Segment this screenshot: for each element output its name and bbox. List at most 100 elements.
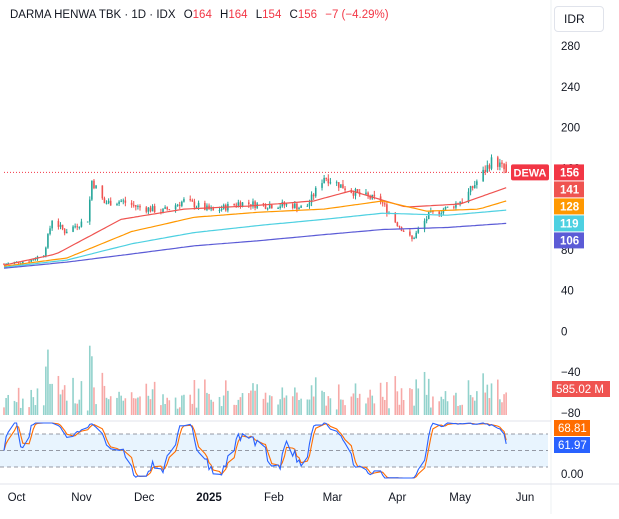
candle-body — [386, 204, 388, 214]
volume-bar — [76, 403, 79, 415]
volume-bar — [235, 404, 238, 415]
candle-body — [86, 221, 89, 223]
volume-bar — [369, 389, 371, 415]
volume-bar — [501, 402, 503, 415]
candle-body — [340, 184, 342, 188]
candle — [471, 185, 474, 191]
candle — [252, 198, 254, 209]
volume-bar — [17, 387, 20, 415]
candle-body — [308, 202, 311, 206]
candle — [93, 179, 95, 190]
candle — [415, 230, 417, 239]
candle-body — [74, 226, 76, 228]
volume-bar — [396, 391, 399, 415]
volume-bar — [335, 409, 338, 415]
volume-bar — [239, 397, 242, 415]
candle — [139, 204, 141, 211]
candle — [503, 162, 505, 174]
ma-line — [3, 209, 507, 268]
volume-bar — [204, 379, 206, 415]
volume-bar — [432, 396, 434, 415]
volume-bar — [59, 394, 62, 415]
volume-bar — [384, 400, 386, 415]
candle-body — [325, 177, 328, 179]
candle — [329, 177, 332, 185]
price-change: −7 (−4.29%) — [325, 9, 389, 21]
volume-bar — [145, 383, 148, 415]
volume-bar — [222, 395, 225, 415]
volume-bar — [430, 407, 432, 415]
candle — [490, 154, 493, 171]
candle-body — [235, 204, 238, 206]
candle — [438, 210, 440, 217]
candle-body — [496, 157, 499, 167]
candle — [80, 218, 83, 228]
candle — [344, 186, 346, 193]
candle — [149, 205, 152, 213]
volume-bar — [212, 401, 215, 415]
candle — [191, 198, 194, 202]
candle-body — [132, 204, 135, 206]
candle-body — [59, 224, 62, 227]
candle — [57, 218, 60, 230]
candle — [168, 209, 171, 211]
candle — [482, 166, 484, 182]
volume-bar — [34, 405, 37, 415]
candle — [132, 201, 135, 208]
volume-bar — [241, 393, 244, 415]
candle — [204, 200, 206, 211]
candle — [59, 222, 62, 230]
candle-body — [178, 204, 181, 206]
volume-bar — [266, 402, 269, 415]
candle-body — [314, 187, 317, 197]
candle — [402, 229, 405, 232]
volume-bar — [93, 387, 95, 415]
volume-bar — [499, 399, 501, 415]
volume-bar — [386, 382, 388, 415]
candle — [455, 201, 457, 211]
candle-body — [342, 184, 344, 189]
candle — [279, 203, 281, 210]
volume-bar — [13, 400, 16, 415]
volume-bar — [461, 404, 464, 415]
volume-bar — [342, 399, 344, 415]
candle — [327, 174, 330, 187]
candle — [118, 200, 120, 207]
candle-body — [191, 200, 194, 202]
volume-bar — [237, 399, 240, 415]
candle — [298, 206, 300, 210]
candle-body — [65, 231, 68, 234]
candle-body — [499, 162, 501, 167]
candle — [248, 199, 250, 208]
volume-bar — [176, 408, 179, 415]
volume-bar — [224, 380, 227, 415]
volume-bar — [181, 395, 183, 415]
volume-bar — [122, 400, 125, 415]
volume-bar — [484, 392, 487, 415]
volume-bar — [425, 394, 428, 415]
candle — [277, 206, 279, 209]
volume-bar — [218, 396, 221, 415]
candle-body — [151, 206, 154, 212]
candle-body — [7, 263, 9, 265]
candle-body — [130, 202, 133, 205]
moving-averages — [3, 187, 507, 269]
volume-bar — [271, 396, 273, 415]
candle-body — [109, 200, 112, 206]
currency-button[interactable]: IDR — [554, 6, 604, 32]
candle-body — [95, 185, 97, 189]
candle — [300, 204, 302, 208]
candle — [181, 200, 183, 208]
volume-bar — [264, 392, 267, 415]
candle-body — [505, 164, 507, 173]
candle-body — [118, 201, 120, 204]
volume-bar — [116, 397, 118, 415]
candle — [499, 158, 501, 171]
volume-bar — [42, 405, 45, 415]
volume-bar — [356, 397, 359, 415]
candle-body — [409, 231, 411, 236]
candle-body — [168, 209, 171, 211]
volume-bar — [130, 392, 133, 415]
ma-value-tag: 141 — [554, 181, 584, 198]
